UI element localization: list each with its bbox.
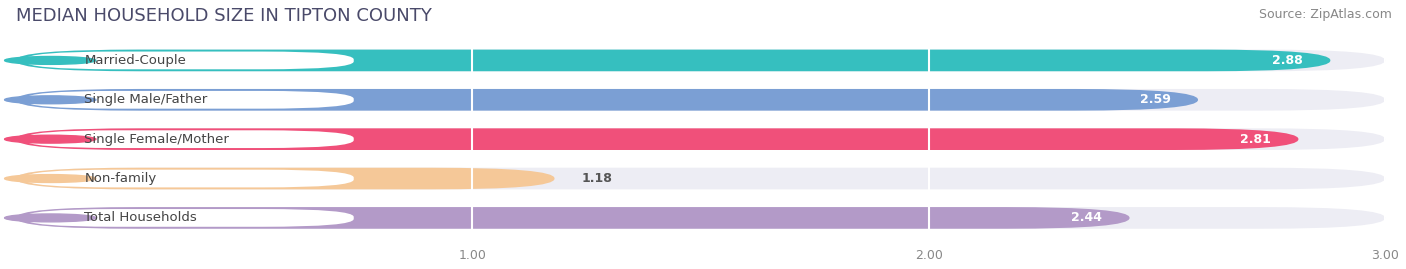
FancyBboxPatch shape <box>15 128 1298 150</box>
Text: Single Female/Mother: Single Female/Mother <box>84 133 229 146</box>
Text: Married-Couple: Married-Couple <box>84 54 187 67</box>
FancyBboxPatch shape <box>15 49 1330 71</box>
Circle shape <box>4 214 96 222</box>
FancyBboxPatch shape <box>15 89 1385 111</box>
FancyBboxPatch shape <box>15 49 1385 71</box>
Text: Source: ZipAtlas.com: Source: ZipAtlas.com <box>1258 8 1392 21</box>
Circle shape <box>4 96 96 104</box>
Text: 2.81: 2.81 <box>1240 133 1271 146</box>
FancyBboxPatch shape <box>25 209 354 227</box>
Text: 2.44: 2.44 <box>1071 211 1102 224</box>
FancyBboxPatch shape <box>15 207 1129 229</box>
Text: MEDIAN HOUSEHOLD SIZE IN TIPTON COUNTY: MEDIAN HOUSEHOLD SIZE IN TIPTON COUNTY <box>15 7 432 25</box>
Text: Total Households: Total Households <box>84 211 197 224</box>
FancyBboxPatch shape <box>15 128 1385 150</box>
FancyBboxPatch shape <box>15 89 1198 111</box>
Text: Non-family: Non-family <box>84 172 156 185</box>
Text: 2.59: 2.59 <box>1140 93 1171 106</box>
FancyBboxPatch shape <box>25 91 354 109</box>
Circle shape <box>4 135 96 143</box>
FancyBboxPatch shape <box>15 168 554 189</box>
Text: Single Male/Father: Single Male/Father <box>84 93 208 106</box>
Circle shape <box>4 56 96 64</box>
FancyBboxPatch shape <box>25 130 354 148</box>
Text: 1.18: 1.18 <box>582 172 613 185</box>
FancyBboxPatch shape <box>25 170 354 187</box>
FancyBboxPatch shape <box>15 168 1385 189</box>
FancyBboxPatch shape <box>15 207 1385 229</box>
Circle shape <box>4 175 96 182</box>
Text: 2.88: 2.88 <box>1272 54 1303 67</box>
FancyBboxPatch shape <box>25 52 354 69</box>
